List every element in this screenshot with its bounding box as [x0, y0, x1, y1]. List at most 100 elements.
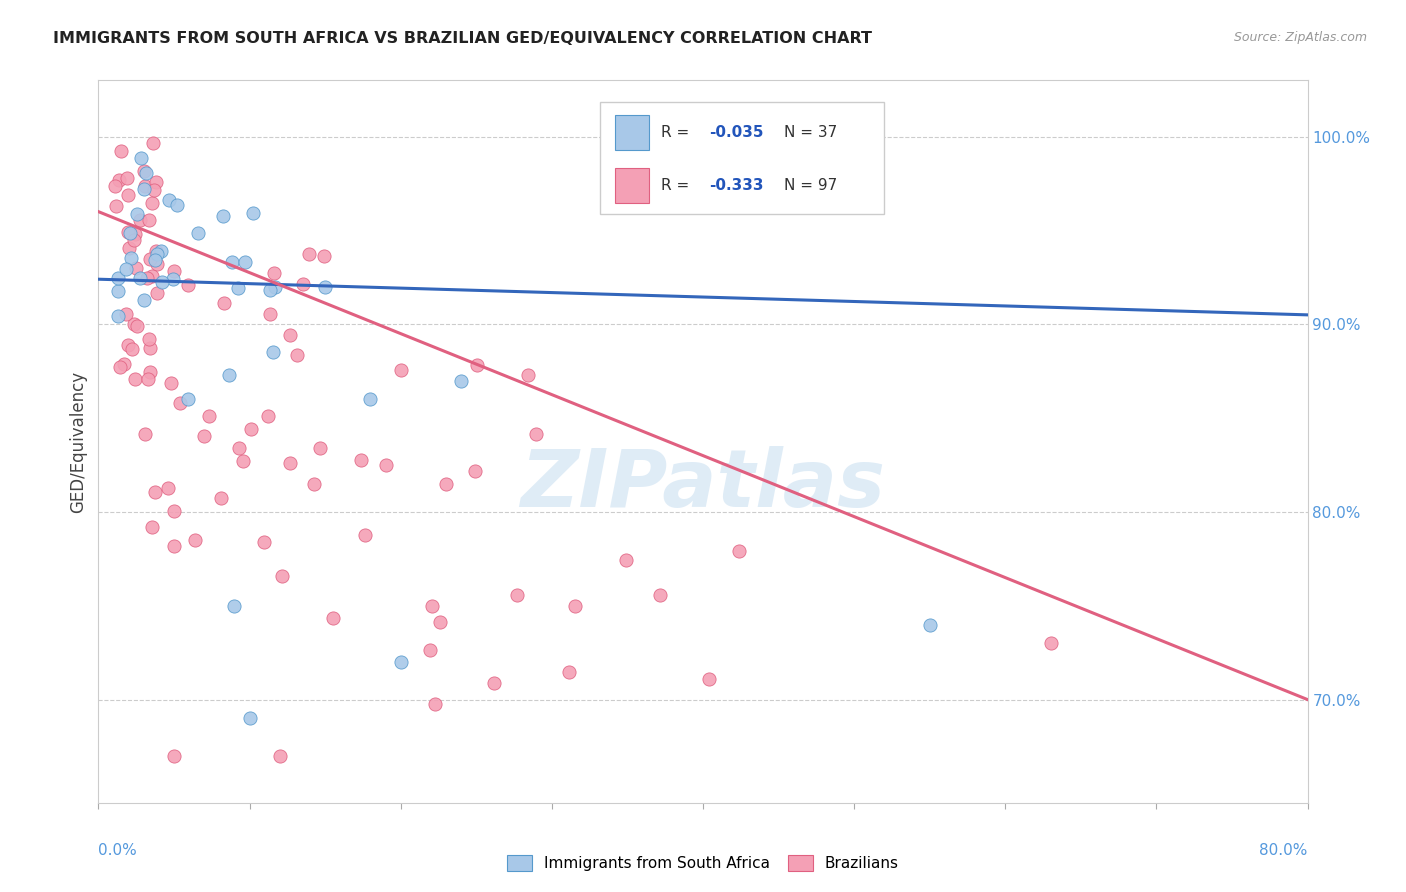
Point [108, 173, 131, 187]
Point [124, 227, 146, 242]
Point [517, 368, 540, 383]
Bar [600, 102, 884, 214]
Point [157, 193, 180, 207]
Point [112, 357, 135, 371]
Bar [614, 115, 648, 150]
Point [121, 343, 143, 357]
Text: ZIPatlas: ZIPatlas [520, 446, 886, 524]
Point [160, 376, 183, 391]
Point [124, 372, 146, 386]
Point [354, 527, 377, 541]
Point [314, 279, 336, 293]
Point [233, 254, 256, 268]
Point [143, 484, 166, 499]
Point [263, 266, 285, 280]
Point [108, 359, 131, 374]
Point [141, 519, 163, 533]
Point [257, 409, 280, 424]
Point [176, 278, 198, 293]
Point [198, 409, 221, 423]
Point [212, 296, 235, 310]
Point [309, 442, 332, 456]
Point [117, 188, 139, 202]
Point [226, 281, 249, 295]
Point [506, 588, 529, 602]
Point [464, 464, 486, 478]
Point [107, 271, 129, 285]
Point [728, 544, 751, 558]
Point [132, 293, 155, 307]
Point [242, 206, 264, 220]
Point [166, 197, 188, 211]
Text: -0.035: -0.035 [709, 125, 763, 140]
Point [104, 198, 127, 212]
Point [270, 568, 292, 582]
Point [139, 365, 162, 379]
Point [209, 491, 232, 506]
Point [564, 599, 586, 614]
Point [145, 244, 167, 258]
Point [138, 332, 160, 346]
Point [129, 271, 152, 285]
Point [524, 426, 547, 441]
Point [129, 212, 152, 227]
Point [465, 358, 488, 372]
Point [420, 599, 443, 613]
Point [259, 283, 281, 297]
Point [389, 655, 412, 669]
Point [232, 454, 254, 468]
Point [360, 392, 382, 407]
Point [136, 271, 159, 285]
Point [253, 534, 276, 549]
Point [374, 458, 396, 472]
Point [120, 252, 142, 266]
Point [138, 341, 160, 355]
Point [269, 748, 291, 763]
Point [285, 348, 308, 362]
Point [389, 363, 412, 377]
Point [124, 260, 146, 275]
Point [115, 307, 138, 321]
Point [118, 226, 141, 240]
Point [146, 286, 169, 301]
Point [259, 307, 281, 321]
Point [187, 226, 209, 240]
Point [298, 247, 321, 261]
Point [434, 476, 457, 491]
Point [648, 589, 671, 603]
Point [193, 429, 215, 443]
Point [1039, 636, 1062, 650]
Point [184, 533, 207, 547]
Point [117, 225, 139, 239]
Text: R =: R = [661, 178, 693, 193]
Text: IMMIGRANTS FROM SOUTH AFRICA VS BRAZILIAN GED/EQUIVALENCY CORRELATION CHART: IMMIGRANTS FROM SOUTH AFRICA VS BRAZILIA… [53, 31, 873, 46]
Point [162, 272, 184, 286]
Text: N = 37: N = 37 [785, 125, 837, 140]
Point [142, 183, 165, 197]
Point [125, 207, 148, 221]
Point [425, 698, 447, 712]
Point [141, 269, 163, 284]
Point [143, 252, 166, 267]
Point [146, 247, 169, 261]
Point [136, 372, 159, 386]
Point [135, 166, 157, 180]
Text: 80.0%: 80.0% [1260, 843, 1308, 857]
Point [132, 182, 155, 196]
Point [224, 599, 246, 613]
Point [429, 615, 451, 629]
Point [291, 277, 314, 292]
Text: 0.0%: 0.0% [98, 843, 138, 857]
Point [239, 711, 262, 725]
Point [558, 665, 581, 679]
Point [104, 179, 127, 194]
Point [278, 456, 301, 470]
Point [322, 611, 344, 625]
Point [134, 179, 156, 194]
Point [163, 264, 186, 278]
Point [419, 643, 441, 657]
Point [145, 175, 167, 189]
Point [218, 368, 240, 382]
Point [115, 261, 138, 276]
Text: Source: ZipAtlas.com: Source: ZipAtlas.com [1233, 31, 1367, 45]
